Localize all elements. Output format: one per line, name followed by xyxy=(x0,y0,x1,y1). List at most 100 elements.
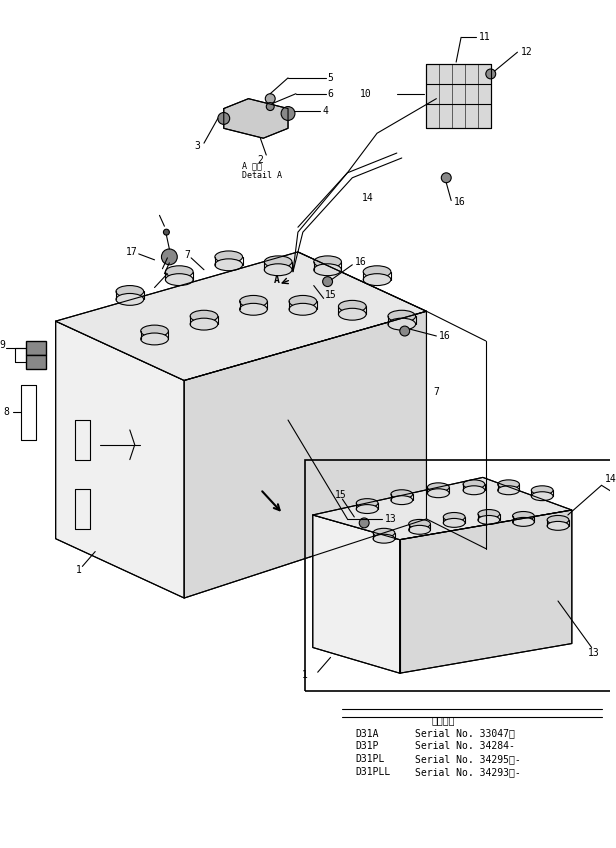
Text: 8: 8 xyxy=(3,407,9,417)
Ellipse shape xyxy=(314,264,341,276)
Ellipse shape xyxy=(388,310,416,322)
Text: D31P: D31P xyxy=(355,741,379,751)
Text: 13: 13 xyxy=(385,514,397,524)
Ellipse shape xyxy=(363,274,391,286)
Ellipse shape xyxy=(408,526,431,534)
Ellipse shape xyxy=(190,310,218,322)
Ellipse shape xyxy=(391,496,413,505)
Ellipse shape xyxy=(373,528,395,538)
Text: 14: 14 xyxy=(362,192,374,203)
Text: 17: 17 xyxy=(126,247,138,257)
Text: Serial No. 33047・: Serial No. 33047・ xyxy=(415,728,514,739)
Circle shape xyxy=(161,249,177,265)
Text: 9: 9 xyxy=(0,340,5,350)
Text: 10: 10 xyxy=(360,89,372,98)
Text: 12: 12 xyxy=(521,47,532,57)
Text: Serial No. 34295・-: Serial No. 34295・- xyxy=(415,754,521,764)
Text: 11: 11 xyxy=(479,32,490,42)
Polygon shape xyxy=(184,311,426,598)
Text: A: A xyxy=(274,275,280,285)
Ellipse shape xyxy=(513,511,534,521)
Text: 14: 14 xyxy=(604,474,616,484)
Text: D31PL: D31PL xyxy=(355,754,384,764)
Text: 通用号依: 通用号依 xyxy=(431,716,455,726)
Ellipse shape xyxy=(338,300,366,312)
Ellipse shape xyxy=(388,318,416,330)
Text: D31PLL: D31PLL xyxy=(355,767,391,777)
Ellipse shape xyxy=(289,304,317,315)
Ellipse shape xyxy=(463,486,485,494)
Text: Serial No. 34293・-: Serial No. 34293・- xyxy=(415,767,521,777)
Text: 3: 3 xyxy=(194,141,200,151)
Circle shape xyxy=(323,276,333,287)
Text: 16: 16 xyxy=(439,331,451,341)
Text: 7: 7 xyxy=(434,388,439,398)
Ellipse shape xyxy=(478,516,500,524)
Text: 2: 2 xyxy=(257,155,263,165)
Ellipse shape xyxy=(547,522,569,530)
Text: 16: 16 xyxy=(355,257,367,267)
Text: 7: 7 xyxy=(184,250,190,259)
Ellipse shape xyxy=(264,256,292,268)
Circle shape xyxy=(441,173,451,182)
Ellipse shape xyxy=(531,492,553,500)
Text: 15: 15 xyxy=(325,291,336,300)
Ellipse shape xyxy=(215,251,243,263)
Ellipse shape xyxy=(166,265,193,277)
Ellipse shape xyxy=(240,304,267,315)
Text: 4: 4 xyxy=(323,105,328,115)
Circle shape xyxy=(265,94,275,103)
Ellipse shape xyxy=(363,265,391,277)
Polygon shape xyxy=(400,510,572,673)
Ellipse shape xyxy=(240,295,267,307)
Text: 13: 13 xyxy=(588,649,599,658)
Text: 16: 16 xyxy=(454,198,466,208)
Circle shape xyxy=(359,518,369,527)
Text: Detail A: Detail A xyxy=(241,171,282,181)
Ellipse shape xyxy=(215,259,243,271)
Ellipse shape xyxy=(463,480,485,488)
Ellipse shape xyxy=(314,256,341,268)
Ellipse shape xyxy=(391,490,413,499)
Ellipse shape xyxy=(498,486,519,494)
Ellipse shape xyxy=(547,516,569,524)
Ellipse shape xyxy=(498,480,519,488)
Ellipse shape xyxy=(428,483,449,492)
Text: 5: 5 xyxy=(328,73,333,83)
Text: 6: 6 xyxy=(328,89,333,98)
Bar xyxy=(305,460,616,691)
Ellipse shape xyxy=(513,517,534,527)
Text: 15: 15 xyxy=(334,490,346,500)
Ellipse shape xyxy=(408,520,431,528)
Circle shape xyxy=(281,107,295,120)
Ellipse shape xyxy=(531,486,553,494)
Ellipse shape xyxy=(116,286,144,298)
Circle shape xyxy=(266,103,274,110)
Ellipse shape xyxy=(356,505,378,514)
Ellipse shape xyxy=(140,325,168,337)
Ellipse shape xyxy=(444,518,465,527)
Ellipse shape xyxy=(478,510,500,518)
Ellipse shape xyxy=(428,488,449,498)
Ellipse shape xyxy=(289,295,317,307)
Circle shape xyxy=(400,326,410,336)
Ellipse shape xyxy=(140,333,168,345)
Polygon shape xyxy=(426,64,491,128)
Bar xyxy=(26,354,46,369)
Text: 1: 1 xyxy=(302,670,308,680)
Polygon shape xyxy=(55,321,184,598)
Ellipse shape xyxy=(166,274,193,286)
Ellipse shape xyxy=(356,499,378,508)
Circle shape xyxy=(163,229,169,235)
Circle shape xyxy=(218,113,230,125)
Polygon shape xyxy=(55,252,426,381)
Ellipse shape xyxy=(116,293,144,305)
Polygon shape xyxy=(224,98,288,138)
Ellipse shape xyxy=(373,534,395,544)
Polygon shape xyxy=(313,515,400,673)
Polygon shape xyxy=(313,477,572,539)
Text: Serial No. 34284-: Serial No. 34284- xyxy=(415,741,514,751)
Text: A 詳細: A 詳細 xyxy=(241,161,262,170)
Circle shape xyxy=(486,69,496,79)
Text: 1: 1 xyxy=(75,566,81,575)
